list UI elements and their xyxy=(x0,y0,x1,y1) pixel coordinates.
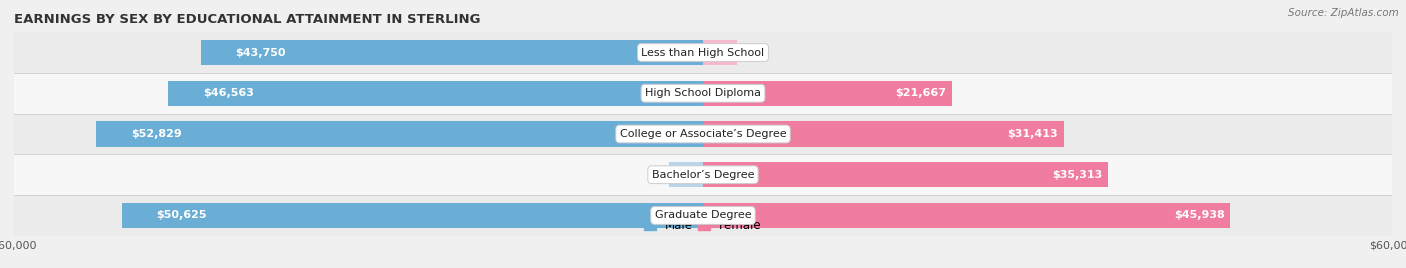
Bar xyxy=(703,40,738,65)
Bar xyxy=(97,121,703,147)
Text: $21,667: $21,667 xyxy=(896,88,946,98)
Bar xyxy=(169,81,703,106)
Text: EARNINGS BY SEX BY EDUCATIONAL ATTAINMENT IN STERLING: EARNINGS BY SEX BY EDUCATIONAL ATTAINMEN… xyxy=(14,13,481,26)
Text: $43,750: $43,750 xyxy=(235,47,285,58)
Bar xyxy=(201,40,703,65)
Text: Graduate Degree: Graduate Degree xyxy=(655,210,751,221)
Text: Bachelor’s Degree: Bachelor’s Degree xyxy=(652,170,754,180)
Text: $50,625: $50,625 xyxy=(156,210,207,221)
Bar xyxy=(14,195,1392,236)
Text: $46,563: $46,563 xyxy=(202,88,253,98)
Bar xyxy=(14,154,1392,195)
Text: $31,413: $31,413 xyxy=(1007,129,1057,139)
Text: $35,313: $35,313 xyxy=(1053,170,1102,180)
Bar xyxy=(703,121,1064,147)
Bar xyxy=(14,32,1392,73)
Bar xyxy=(122,203,703,228)
Text: $45,938: $45,938 xyxy=(1174,210,1225,221)
Text: Less than High School: Less than High School xyxy=(641,47,765,58)
Bar xyxy=(669,162,703,187)
Legend: Male, Female: Male, Female xyxy=(644,219,762,232)
Bar xyxy=(14,73,1392,114)
Bar xyxy=(703,162,1108,187)
Text: Source: ZipAtlas.com: Source: ZipAtlas.com xyxy=(1288,8,1399,18)
Bar xyxy=(703,203,1230,228)
Bar xyxy=(14,114,1392,154)
Text: $0: $0 xyxy=(720,47,734,58)
Text: High School Diploma: High School Diploma xyxy=(645,88,761,98)
Text: $0: $0 xyxy=(672,170,686,180)
Text: College or Associate’s Degree: College or Associate’s Degree xyxy=(620,129,786,139)
Text: $52,829: $52,829 xyxy=(131,129,181,139)
Bar xyxy=(703,81,952,106)
